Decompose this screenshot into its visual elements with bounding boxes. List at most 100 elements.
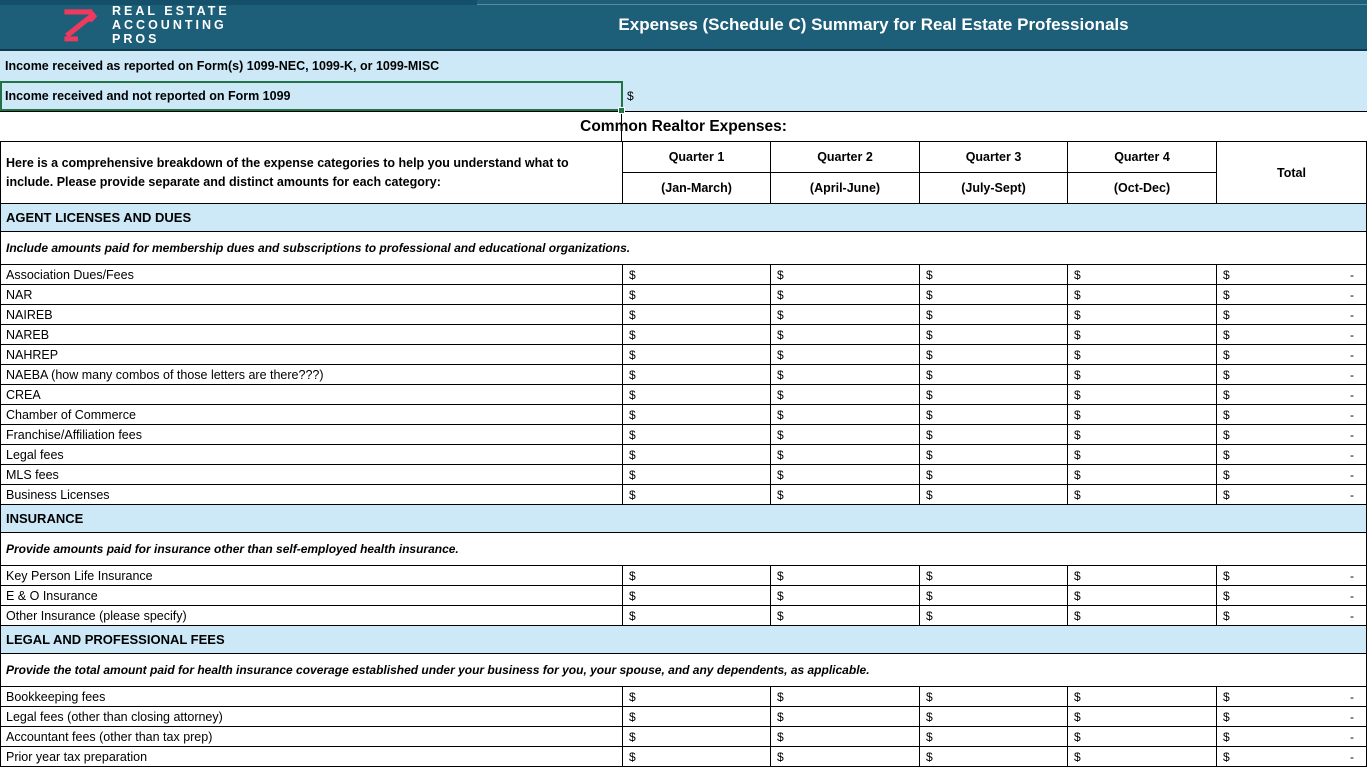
expense-amount-cell[interactable]: $ — [623, 747, 771, 766]
expense-amount-cell[interactable]: $ — [623, 566, 771, 585]
expense-amount-cell[interactable]: $ — [623, 606, 771, 625]
expense-amount-cell[interactable]: $ — [771, 425, 920, 444]
expense-amount-cell[interactable]: $ — [623, 727, 771, 746]
expense-amount-cell[interactable]: $ — [771, 687, 920, 706]
expense-amount-cell[interactable]: $ — [920, 606, 1068, 625]
expense-amount-cell[interactable]: $ — [920, 687, 1068, 706]
expense-total-cell[interactable]: $ - — [1217, 707, 1366, 726]
expense-amount-cell[interactable]: $ — [1068, 345, 1217, 364]
expense-amount-cell[interactable]: $ — [920, 566, 1068, 585]
expense-amount-cell[interactable]: $ — [623, 305, 771, 324]
expense-amount-cell[interactable]: $ — [920, 445, 1068, 464]
expense-total-cell[interactable]: $ - — [1217, 445, 1366, 464]
expense-amount-cell[interactable]: $ — [771, 365, 920, 384]
expense-total-cell[interactable]: $ - — [1217, 566, 1366, 585]
expense-amount-cell[interactable]: $ — [1068, 687, 1217, 706]
expense-amount-cell[interactable]: $ — [771, 305, 920, 324]
expense-amount-cell[interactable]: $ — [1068, 586, 1217, 605]
expense-amount-cell[interactable]: $ — [920, 707, 1068, 726]
expense-total-cell[interactable]: $ - — [1217, 485, 1366, 504]
expense-amount-cell[interactable]: $ — [1068, 445, 1217, 464]
expense-amount-cell[interactable]: $ — [1068, 285, 1217, 304]
expense-amount-cell[interactable]: $ — [771, 707, 920, 726]
expense-amount-cell[interactable]: $ — [920, 485, 1068, 504]
expense-amount-cell[interactable]: $ — [623, 687, 771, 706]
expense-amount-cell[interactable]: $ — [771, 385, 920, 404]
expense-amount-cell[interactable]: $ — [920, 345, 1068, 364]
expense-total-cell[interactable]: $ - — [1217, 285, 1366, 304]
expense-total-cell[interactable]: $ - — [1217, 727, 1366, 746]
expense-total-cell[interactable]: $ - — [1217, 747, 1366, 766]
expense-amount-cell[interactable]: $ — [623, 485, 771, 504]
selection-fill-handle[interactable] — [618, 107, 625, 114]
expense-amount-cell[interactable]: $ — [771, 485, 920, 504]
expense-amount-cell[interactable]: $ — [1068, 465, 1217, 484]
expense-label-cell: Prior year tax preparation — [1, 747, 623, 766]
expense-total-cell[interactable]: $ - — [1217, 405, 1366, 424]
expense-amount-cell[interactable]: $ — [920, 405, 1068, 424]
expense-amount-cell[interactable]: $ — [771, 445, 920, 464]
expense-amount-cell[interactable]: $ — [771, 265, 920, 284]
expense-total-cell[interactable]: $ - — [1217, 606, 1366, 625]
expense-amount-cell[interactable]: $ — [623, 586, 771, 605]
expense-amount-cell[interactable]: $ — [920, 325, 1068, 344]
expense-amount-cell[interactable]: $ — [1068, 727, 1217, 746]
expense-amount-cell[interactable]: $ — [771, 345, 920, 364]
expense-total-cell[interactable]: $ - — [1217, 345, 1366, 364]
expense-amount-cell[interactable]: $ — [920, 747, 1068, 766]
expense-amount-cell[interactable]: $ — [920, 285, 1068, 304]
expense-amount-cell[interactable]: $ — [1068, 405, 1217, 424]
expense-total-cell[interactable]: $ - — [1217, 586, 1366, 605]
expense-amount-cell[interactable]: $ — [623, 325, 771, 344]
expense-amount-cell[interactable]: $ — [623, 425, 771, 444]
income-amount-cell[interactable]: $ — [627, 89, 634, 103]
expense-amount-cell[interactable]: $ — [771, 465, 920, 484]
expense-amount-cell[interactable]: $ — [1068, 425, 1217, 444]
expense-amount-cell[interactable]: $ — [623, 345, 771, 364]
expense-amount-cell[interactable]: $ — [623, 285, 771, 304]
expense-amount-cell[interactable]: $ — [920, 465, 1068, 484]
expense-amount-cell[interactable]: $ — [920, 305, 1068, 324]
expense-amount-cell[interactable]: $ — [771, 566, 920, 585]
expense-amount-cell[interactable]: $ — [623, 707, 771, 726]
expense-total-cell[interactable]: $ - — [1217, 687, 1366, 706]
expense-amount-cell[interactable]: $ — [920, 385, 1068, 404]
expense-amount-cell[interactable]: $ — [1068, 265, 1217, 284]
expense-amount-cell[interactable]: $ — [623, 465, 771, 484]
expense-amount-cell[interactable]: $ — [920, 365, 1068, 384]
expense-amount-cell[interactable]: $ — [771, 586, 920, 605]
expense-amount-cell[interactable]: $ — [623, 405, 771, 424]
expense-amount-cell[interactable]: $ — [1068, 305, 1217, 324]
expense-total-cell[interactable]: $ - — [1217, 325, 1366, 344]
expense-amount-cell[interactable]: $ — [1068, 566, 1217, 585]
expense-amount-cell[interactable]: $ — [623, 265, 771, 284]
expense-amount-cell[interactable]: $ — [1068, 385, 1217, 404]
expense-total-cell[interactable]: $ - — [1217, 385, 1366, 404]
expense-amount-cell[interactable]: $ — [1068, 707, 1217, 726]
income-unreported-cell[interactable]: Income received and not reported on Form… — [5, 89, 291, 103]
expense-total-cell[interactable]: $ - — [1217, 305, 1366, 324]
expense-amount-cell[interactable]: $ — [771, 747, 920, 766]
expense-amount-cell[interactable]: $ — [920, 425, 1068, 444]
expense-amount-cell[interactable]: $ — [1068, 485, 1217, 504]
expense-amount-cell[interactable]: $ — [623, 365, 771, 384]
expense-amount-cell[interactable]: $ — [623, 385, 771, 404]
expense-amount-cell[interactable]: $ — [623, 445, 771, 464]
expense-amount-cell[interactable]: $ — [771, 727, 920, 746]
income-row-reported[interactable]: Income received as reported on Form(s) 1… — [0, 51, 1367, 81]
expense-amount-cell[interactable]: $ — [1068, 365, 1217, 384]
expense-amount-cell[interactable]: $ — [1068, 606, 1217, 625]
expense-total-cell[interactable]: $ - — [1217, 465, 1366, 484]
expense-amount-cell[interactable]: $ — [1068, 325, 1217, 344]
expense-total-cell[interactable]: $ - — [1217, 265, 1366, 284]
expense-amount-cell[interactable]: $ — [1068, 747, 1217, 766]
expense-amount-cell[interactable]: $ — [771, 405, 920, 424]
expense-total-cell[interactable]: $ - — [1217, 365, 1366, 384]
expense-amount-cell[interactable]: $ — [920, 265, 1068, 284]
expense-amount-cell[interactable]: $ — [771, 285, 920, 304]
expense-total-cell[interactable]: $ - — [1217, 425, 1366, 444]
expense-amount-cell[interactable]: $ — [771, 325, 920, 344]
expense-amount-cell[interactable]: $ — [920, 727, 1068, 746]
expense-amount-cell[interactable]: $ — [771, 606, 920, 625]
expense-amount-cell[interactable]: $ — [920, 586, 1068, 605]
